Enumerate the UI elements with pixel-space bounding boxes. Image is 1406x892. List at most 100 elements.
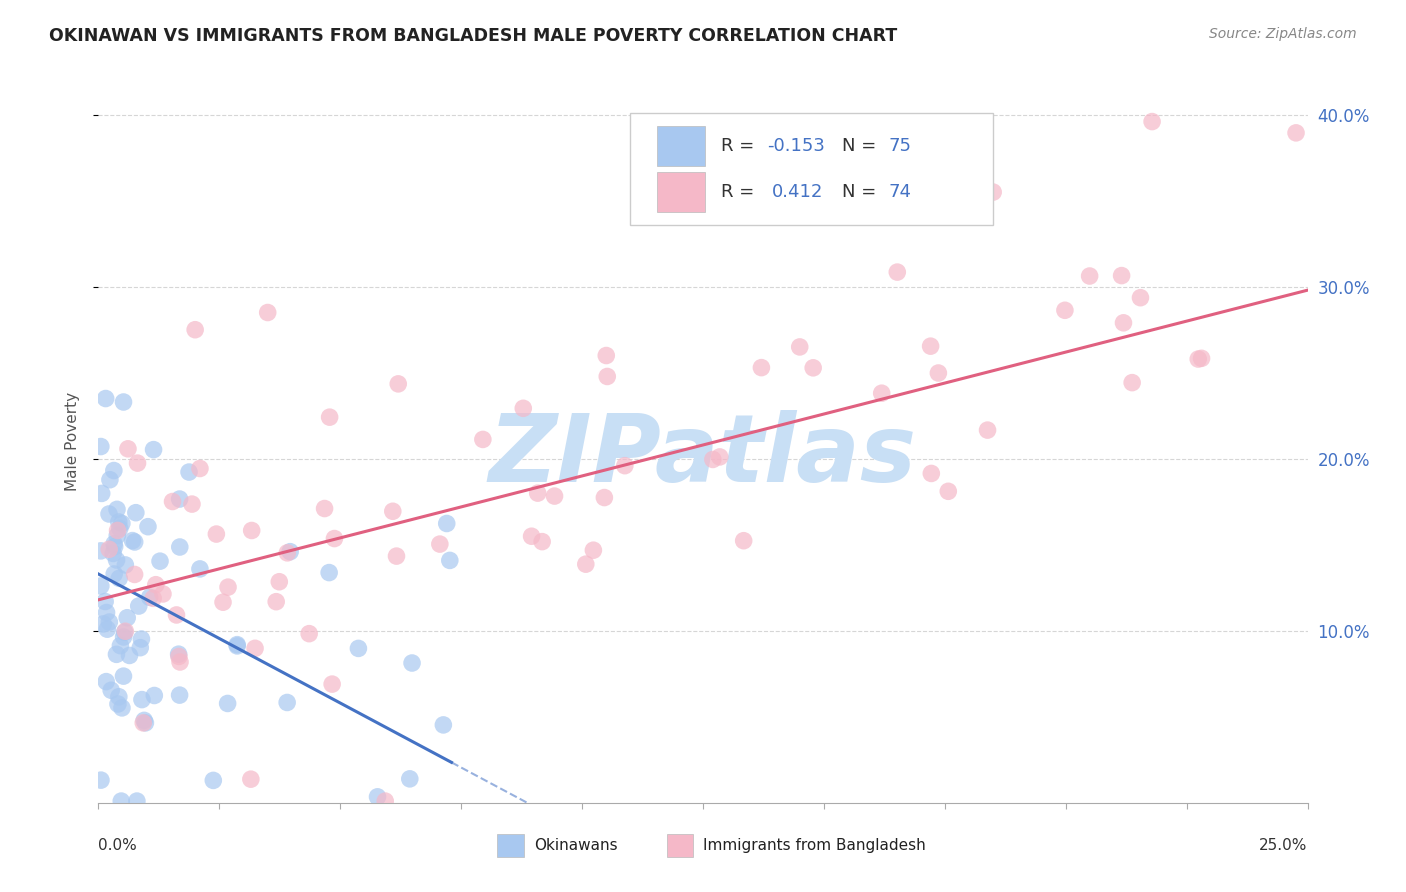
Point: [134, 715, 156, 730]
Point: [111, 516, 134, 531]
Point: [936, 484, 959, 499]
Point: [103, 463, 125, 477]
Point: [1078, 268, 1101, 283]
Point: [125, 794, 148, 808]
Point: [105, 528, 128, 542]
Point: [243, 641, 266, 656]
Point: [108, 571, 131, 585]
Point: [166, 607, 188, 622]
Point: [226, 639, 249, 653]
Point: [205, 527, 228, 541]
Point: [90, 773, 112, 788]
Text: R =: R =: [721, 183, 766, 201]
Point: [152, 587, 174, 601]
Point: [512, 401, 534, 416]
Point: [751, 360, 773, 375]
Point: [167, 647, 190, 661]
Point: [716, 133, 738, 147]
Text: Okinawans: Okinawans: [534, 838, 617, 853]
Point: [131, 692, 153, 706]
Point: [432, 718, 454, 732]
Point: [90, 544, 112, 558]
Point: [134, 714, 156, 728]
Point: [595, 349, 617, 363]
Point: [436, 516, 458, 531]
Point: [927, 366, 949, 380]
Point: [212, 595, 235, 609]
Point: [167, 649, 190, 664]
Point: [217, 580, 239, 594]
FancyBboxPatch shape: [630, 112, 993, 225]
FancyBboxPatch shape: [657, 172, 706, 211]
Point: [1112, 316, 1135, 330]
Point: [118, 648, 141, 663]
Point: [162, 494, 184, 508]
Text: Immigrants from Bangladesh: Immigrants from Bangladesh: [703, 838, 925, 853]
Point: [543, 489, 565, 503]
Point: [276, 546, 298, 560]
Point: [593, 491, 616, 505]
Point: [1053, 303, 1076, 318]
Point: [920, 339, 942, 353]
FancyBboxPatch shape: [498, 834, 524, 857]
Point: [98, 542, 121, 557]
Text: 0.0%: 0.0%: [98, 838, 138, 853]
Point: [114, 558, 136, 572]
Point: [169, 491, 191, 506]
Point: [136, 519, 159, 533]
Point: [526, 486, 548, 500]
Point: [387, 376, 409, 391]
Point: [98, 615, 121, 629]
Point: [110, 794, 132, 808]
Point: [125, 506, 148, 520]
Point: [367, 789, 389, 804]
Point: [226, 638, 249, 652]
Text: ZIPatlas: ZIPatlas: [489, 410, 917, 502]
Point: [127, 456, 149, 470]
Point: [169, 655, 191, 669]
Point: [96, 606, 118, 620]
Point: [471, 433, 494, 447]
Point: [240, 524, 263, 538]
Point: [239, 772, 262, 787]
Text: R =: R =: [721, 137, 761, 155]
Point: [90, 579, 112, 593]
Point: [1111, 268, 1133, 283]
Point: [278, 544, 301, 558]
Point: [108, 521, 131, 535]
Point: [145, 577, 167, 591]
Point: [98, 507, 121, 521]
Point: [124, 567, 146, 582]
Point: [117, 442, 139, 456]
Point: [886, 265, 908, 279]
Point: [531, 534, 554, 549]
Point: [398, 772, 420, 786]
Point: [314, 501, 336, 516]
Point: [981, 185, 1004, 199]
Point: [596, 369, 619, 384]
Point: [112, 395, 135, 409]
Point: [1121, 376, 1143, 390]
Text: Source: ZipAtlas.com: Source: ZipAtlas.com: [1209, 27, 1357, 41]
Point: [90, 486, 112, 500]
Point: [709, 450, 731, 464]
Point: [110, 639, 132, 653]
Point: [142, 442, 165, 457]
Point: [94, 392, 117, 406]
Point: [733, 533, 755, 548]
FancyBboxPatch shape: [666, 834, 693, 857]
Point: [323, 532, 346, 546]
Point: [575, 557, 598, 571]
Point: [401, 656, 423, 670]
Point: [132, 715, 155, 730]
Point: [169, 688, 191, 702]
Point: [520, 529, 543, 543]
Point: [298, 626, 321, 640]
Point: [105, 648, 128, 662]
Point: [188, 461, 211, 475]
Point: [976, 423, 998, 437]
Point: [184, 323, 207, 337]
Point: [347, 641, 370, 656]
Point: [321, 677, 343, 691]
Point: [107, 524, 129, 538]
